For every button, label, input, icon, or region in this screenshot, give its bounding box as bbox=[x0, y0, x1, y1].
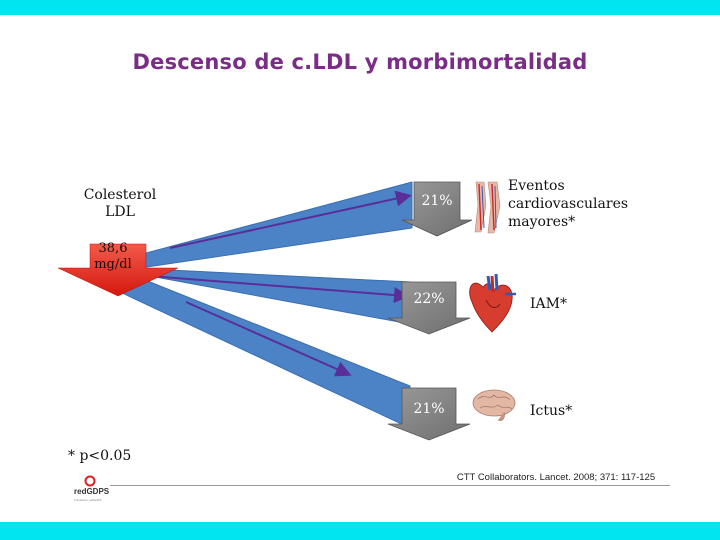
cholesterol-value-number: 38,6 bbox=[98, 241, 128, 256]
outcome-mace-label: Eventos cardiovasculares mayores* bbox=[508, 177, 628, 231]
legs-vessels-icon bbox=[474, 181, 501, 234]
reduction-arrow-iam bbox=[387, 281, 471, 335]
arrow-line-iam bbox=[149, 275, 410, 304]
page-title: Descenso de c.LDL y morbimortalidad bbox=[132, 50, 588, 74]
cholesterol-value: 38,6 mg/dl bbox=[83, 241, 143, 273]
cholesterol-value-unit: mg/dl bbox=[94, 257, 132, 272]
reduction-arrow-mace bbox=[401, 181, 473, 237]
heart-icon bbox=[469, 273, 516, 333]
arrow-line-ictus bbox=[185, 301, 352, 377]
outcome-ictus-label: Ictus* bbox=[530, 403, 573, 419]
outcome-mace-line1: Eventos bbox=[508, 178, 565, 194]
cholesterol-arrow bbox=[57, 243, 179, 297]
cholesterol-label-line2: LDL bbox=[105, 204, 135, 220]
footer-divider bbox=[110, 485, 670, 486]
percent-ictus: 21% bbox=[413, 401, 445, 417]
logo-name: redGDPS bbox=[74, 487, 110, 496]
outcome-iam-label: IAM* bbox=[530, 296, 567, 312]
brain-icon bbox=[472, 389, 516, 421]
reference-citation: CTT Collaborators. Lancet. 2008; 371: 11… bbox=[456, 472, 656, 483]
logo-tagline: Fundación redGDPS bbox=[74, 498, 102, 502]
percent-iam: 22% bbox=[413, 291, 445, 307]
redgdps-logo bbox=[84, 475, 96, 487]
outcome-mace-line3: mayores* bbox=[508, 214, 576, 230]
reduction-arrow-ictus bbox=[387, 387, 471, 441]
arrow-line-mace bbox=[169, 190, 412, 249]
bottom-banner bbox=[0, 522, 720, 540]
percent-mace: 21% bbox=[421, 193, 453, 209]
outcome-mace-line2: cardiovasculares bbox=[508, 196, 629, 212]
cholesterol-label: Colesterol LDL bbox=[70, 187, 170, 221]
footnote: * p<0.05 bbox=[68, 448, 132, 464]
cholesterol-label-line1: Colesterol bbox=[83, 187, 157, 203]
top-banner bbox=[0, 0, 720, 15]
